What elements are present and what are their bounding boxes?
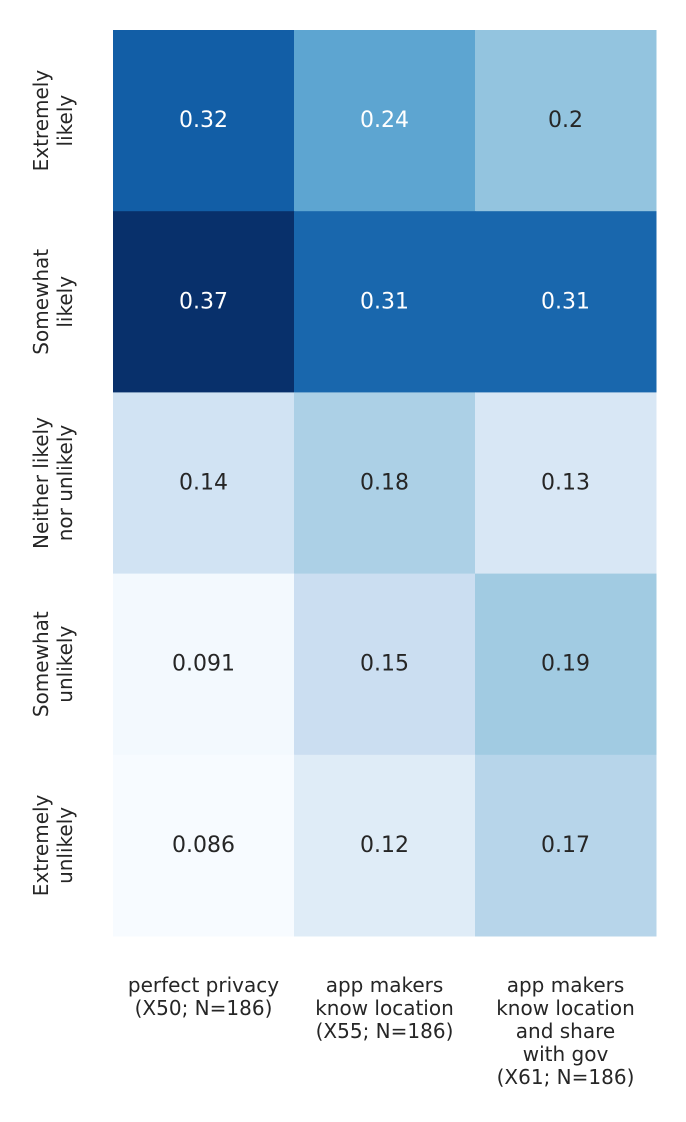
heatmap-cell-r0-c2 xyxy=(475,30,657,212)
heatmap-cells xyxy=(113,30,657,937)
y-tick-label-4: Extremely unlikely xyxy=(29,794,77,896)
heatmap-cell-r2-c0 xyxy=(113,392,295,575)
heatmap-cell-r1-c2 xyxy=(475,211,657,393)
heatmap-cell-r1-c0 xyxy=(113,211,295,393)
heatmap-cell-r2-c1 xyxy=(294,392,476,575)
heatmap-cell-r4-c1 xyxy=(294,754,476,937)
heatmap-cell-r3-c1 xyxy=(294,573,476,756)
cell-value-label-r4-c1: 0.12 xyxy=(360,833,409,858)
cell-value-label-r1-c2: 0.31 xyxy=(541,289,590,314)
heatmap-cell-r4-c2 xyxy=(475,754,657,937)
x-tick-label-2-line-1: know location xyxy=(496,996,635,1020)
x-tick-label-0-line-1: (X50; N=186) xyxy=(135,996,273,1020)
x-tick-label-1-line-2: (X55; N=186) xyxy=(316,1019,454,1043)
y-tick-label-1-line-0: Somewhat xyxy=(29,249,53,355)
cell-value-label-r1-c0: 0.37 xyxy=(179,289,228,314)
cell-value-label-r0-c1: 0.24 xyxy=(360,108,409,133)
y-tick-label-2-line-0: Neither likely xyxy=(29,417,53,549)
cell-value-label-r0-c2: 0.2 xyxy=(548,108,583,133)
cell-value-label-r4-c2: 0.17 xyxy=(541,833,590,858)
cell-value-labels: 0.32 0.24 0.2 0.37 0.31 0.31 0.14 0.18 0.13 0.091… xyxy=(172,108,590,858)
x-tick-label-2-line-2: and share xyxy=(516,1019,615,1043)
x-tick-label-1-line-1: know location xyxy=(315,996,454,1020)
y-tick-label-1-line-1: likely xyxy=(53,276,77,328)
x-tick-label-0-line-0: perfect privacy xyxy=(128,973,279,997)
y-tick-label-4-line-0: Extremely xyxy=(29,794,53,896)
y-tick-label-4-line-1: unlikely xyxy=(53,807,77,884)
cell-value-label-r0-c0: 0.32 xyxy=(179,108,228,133)
cell-value-label-r1-c1: 0.31 xyxy=(360,289,409,314)
y-tick-label-2-line-1: nor unlikely xyxy=(53,425,77,542)
x-tick-label-2-line-0: app makers xyxy=(507,973,625,997)
heatmap-cell-r2-c2 xyxy=(475,392,657,575)
cell-value-label-r4-c0: 0.086 xyxy=(172,833,235,858)
y-tick-label-0-line-0: Extremely xyxy=(29,70,53,172)
x-tick-label-2-line-4: (X61; N=186) xyxy=(497,1065,635,1089)
cell-value-label-r3-c1: 0.15 xyxy=(360,652,409,677)
heatmap-cell-r1-c1 xyxy=(294,211,476,393)
x-axis-tick-labels: perfect privacy(X50; N=186)app makerskno… xyxy=(128,973,635,1089)
cell-value-label-r2-c0: 0.14 xyxy=(179,471,228,496)
heatmap-cell-r0-c1 xyxy=(294,30,476,212)
y-tick-label-3-line-0: Somewhat xyxy=(29,611,53,717)
cell-value-label-r3-c2: 0.19 xyxy=(541,652,590,677)
y-tick-label-0-line-1: likely xyxy=(53,95,77,147)
cell-value-label-r2-c1: 0.18 xyxy=(360,471,409,496)
y-tick-label-1: Somewhat likely xyxy=(29,249,77,355)
cell-value-label-r3-c0: 0.091 xyxy=(172,652,235,677)
cell-value-label-r2-c2: 0.13 xyxy=(541,471,590,496)
heatmap-cell-r3-c2 xyxy=(475,573,657,756)
x-tick-label-2-line-3: with gov xyxy=(523,1042,609,1066)
y-tick-label-0: Extremely likely xyxy=(29,70,77,172)
y-tick-label-2: Neither likely nor unlikely xyxy=(29,417,77,549)
heatmap-cell-r0-c0 xyxy=(113,30,295,212)
x-tick-label-1-line-0: app makers xyxy=(326,973,444,997)
y-tick-label-3-line-1: unlikely xyxy=(53,626,77,703)
y-tick-label-3: Somewhat unlikely xyxy=(29,611,77,717)
heatmap-cell-r3-c0 xyxy=(113,573,295,756)
heatmap-cell-r4-c0 xyxy=(113,754,295,937)
